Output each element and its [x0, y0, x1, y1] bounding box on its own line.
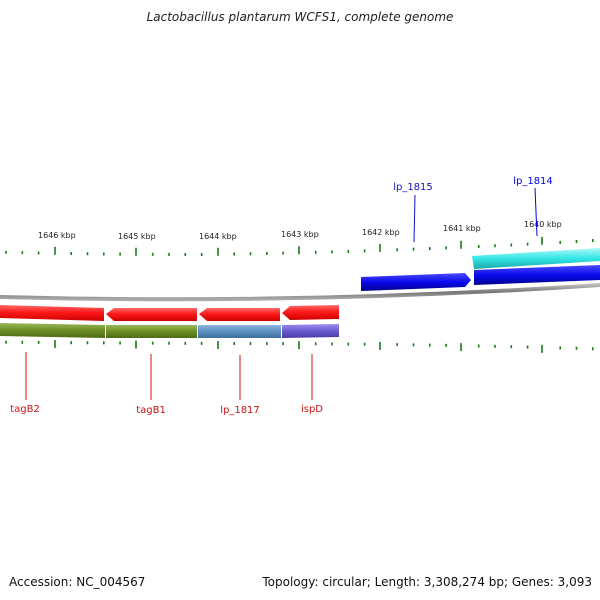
category-segment-tagB2 — [0, 323, 105, 338]
map-title: Lactobacillus plantarum WCFS1, complete … — [146, 10, 454, 24]
gene-arrow-lp-1817[interactable] — [199, 308, 280, 321]
leader-lp-1814 — [534, 187, 538, 237]
category-segment-lp-1817 — [198, 325, 281, 338]
ruler-label-1644: 1644 kbp — [199, 232, 237, 241]
inner-tick-track — [5, 340, 594, 353]
gene-arrow-ispD[interactable] — [282, 305, 339, 320]
ruler-labels: 1646 kbp 1645 kbp 1644 kbp 1643 kbp 1642… — [38, 220, 562, 241]
label-leaders — [25, 187, 538, 400]
gene-label-tagB1[interactable]: tagB1 — [136, 405, 166, 416]
gene-labels: lp_1815 lp_1814 tagB2 tagB1 lp_1817 ispD — [10, 176, 553, 416]
gene-arrow-tagB2[interactable] — [0, 305, 104, 321]
genome-backbone — [0, 283, 600, 302]
gene-arrow-lp-1814[interactable] — [474, 265, 600, 285]
category-segment-ispD — [282, 324, 339, 338]
ruler-label-1645: 1645 kbp — [118, 232, 156, 241]
category-track — [0, 323, 339, 338]
outer-tick-track — [5, 236, 594, 256]
reverse-strand-track — [0, 305, 339, 321]
gene-label-ispD[interactable]: ispD — [301, 404, 323, 415]
forward-strand-track — [361, 248, 600, 291]
gene-label-lp-1814[interactable]: lp_1814 — [513, 176, 553, 187]
category-segment-tagB1 — [106, 325, 197, 338]
accession-text: Accession: NC_004567 — [9, 575, 146, 589]
ruler-label-1642: 1642 kbp — [362, 228, 400, 237]
gene-arrow-tagB1[interactable] — [106, 308, 197, 321]
cds-feature-lp-1814[interactable] — [472, 248, 600, 269]
ruler-label-1643: 1643 kbp — [281, 230, 319, 239]
gene-label-lp-1815[interactable]: lp_1815 — [393, 182, 433, 193]
topology-summary-text: Topology: circular; Length: 3,308,274 bp… — [262, 575, 592, 589]
ruler-label-1640: 1640 kbp — [524, 220, 562, 229]
ruler-label-1641: 1641 kbp — [443, 224, 481, 233]
ruler-label-1646: 1646 kbp — [38, 231, 76, 240]
leader-lp-1815 — [413, 194, 416, 243]
gene-label-lp-1817[interactable]: lp_1817 — [220, 405, 260, 416]
gene-label-tagB2[interactable]: tagB2 — [10, 404, 40, 415]
gene-arrow-lp-1815[interactable] — [361, 273, 471, 291]
